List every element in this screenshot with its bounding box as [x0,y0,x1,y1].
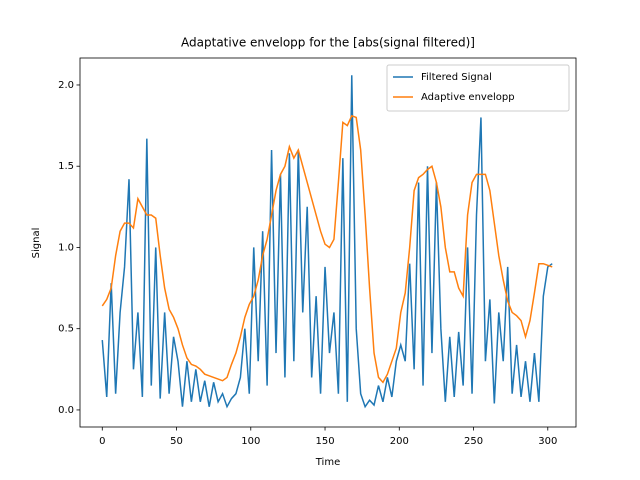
legend-label: Adaptive envelopp [421,92,515,103]
x-tick-label: 200 [390,436,409,447]
legend-box [386,64,570,112]
legend: Filtered Signal Adaptive envelopp [386,64,570,112]
y-tick-label: 2.0 [58,80,74,91]
chart-title: Adaptative envelopp for the [abs(signal … [181,36,475,50]
plot-frame [79,57,577,428]
y-tick-label: 1.0 [58,242,74,253]
x-tick-label: 150 [315,436,334,447]
legend-label: Filtered Signal [421,72,492,83]
x-tick-label: 100 [241,436,260,447]
y-tick-label: 0.0 [58,405,74,416]
x-tick-label: 0 [99,436,105,447]
y-tick-label: 0.5 [58,324,74,335]
x-axis-label: Time [315,457,340,468]
y-tick-label: 1.5 [58,161,74,172]
x-tick-label: 250 [464,436,483,447]
x-tick-label: 50 [170,436,183,447]
y-axis-label: Signal [31,228,42,259]
line-series [101,75,553,409]
x-tick-label: 300 [538,436,557,447]
line-series [101,114,553,384]
